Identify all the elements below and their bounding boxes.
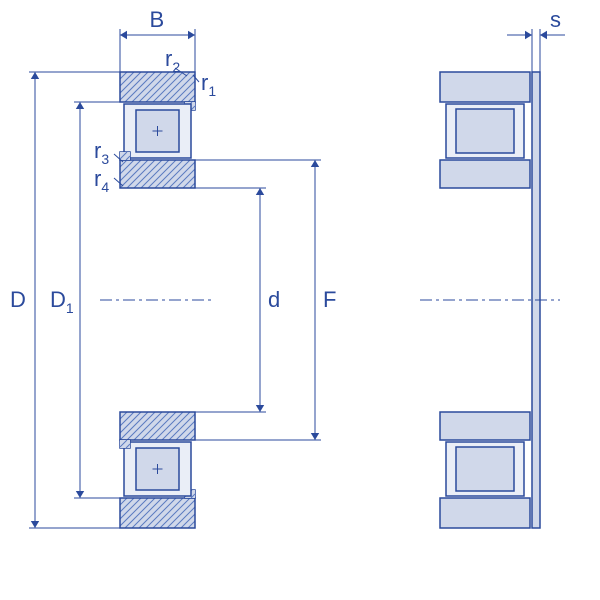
- label-D1: D1: [50, 287, 74, 316]
- label-r2: r2: [165, 46, 180, 75]
- label-r3: r3: [94, 138, 109, 167]
- label-F: F: [323, 287, 336, 312]
- label-s: s: [550, 7, 561, 32]
- label-r4: r4: [94, 166, 109, 195]
- label-d: d: [268, 287, 280, 312]
- label-D: D: [10, 287, 26, 312]
- label-B: B: [150, 7, 165, 32]
- label-r1: r1: [201, 70, 216, 99]
